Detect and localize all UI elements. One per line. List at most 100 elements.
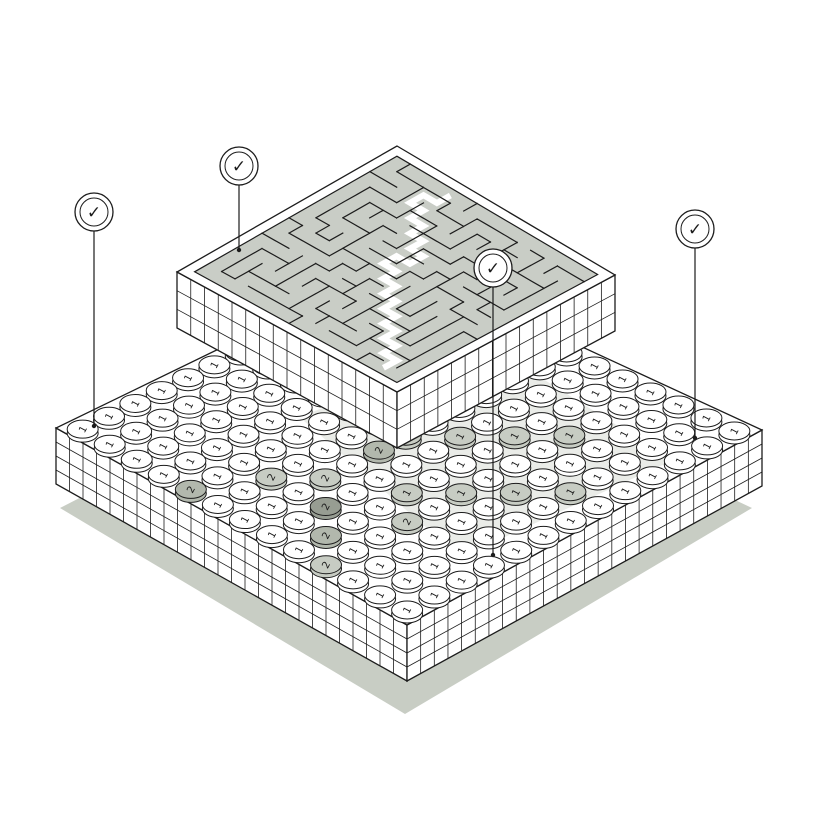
coin-label: 1 [508, 403, 521, 414]
coin: 1 [308, 412, 341, 436]
coin-face [363, 497, 396, 517]
coin-face [471, 412, 504, 432]
coin-label: 1 [293, 516, 306, 527]
coin-label: 1 [510, 459, 523, 470]
coin-face [445, 512, 478, 532]
coin: 1 [636, 437, 669, 461]
coin-face [499, 454, 532, 474]
coin-face [445, 483, 478, 503]
coin-label: 1 [319, 445, 332, 456]
coin: 1 [282, 511, 315, 535]
coin-label: 1 [565, 487, 578, 498]
coin: 2 [310, 555, 343, 579]
coin: 1 [255, 496, 288, 520]
coin-label: 1 [511, 516, 524, 527]
coin-label: 2 [402, 517, 415, 528]
coin-face [225, 369, 258, 389]
coin: 1 [472, 526, 505, 550]
coin: 1 [363, 468, 396, 492]
coin: 2 [309, 468, 342, 492]
coin: 1 [527, 496, 560, 520]
coin: 1 [418, 555, 451, 579]
coin: 1 [173, 423, 206, 447]
badge-anchor-dot [692, 435, 698, 441]
coin-face [445, 570, 478, 590]
coin-label: 1 [402, 605, 415, 616]
coin-face [255, 496, 288, 516]
coin: 2 [309, 525, 342, 549]
coin-face [444, 454, 477, 474]
coin-face [174, 451, 207, 471]
coin: 1 [608, 424, 641, 448]
coin: 1 [662, 395, 695, 419]
coin: 1 [146, 408, 179, 432]
coin: 1 [201, 494, 234, 518]
coin-label: 2 [185, 484, 198, 495]
coin-face [172, 395, 205, 415]
coin: 1 [93, 406, 126, 430]
coin: 1 [472, 497, 505, 521]
coin-label: 1 [210, 387, 223, 398]
coin: 1 [581, 467, 614, 491]
coin-face [608, 424, 641, 444]
coin-face [145, 381, 178, 401]
coin: 1 [119, 393, 152, 417]
coin-label: 1 [131, 426, 144, 437]
bottom-left-grid-hline [55, 455, 408, 654]
coin-face [336, 511, 369, 531]
coin: 1 [147, 436, 180, 460]
coin: 2 [255, 467, 288, 491]
badge-anchor-dot [490, 552, 496, 558]
coin-face [663, 451, 696, 471]
coin-label: 1 [429, 502, 442, 513]
coin: 1 [337, 570, 370, 594]
coin: 1 [497, 398, 530, 422]
coin-label: 1 [537, 445, 550, 456]
coin-face [391, 541, 424, 561]
coin-label: 1 [209, 360, 222, 371]
coin: 1 [526, 440, 559, 464]
coin-face [280, 398, 313, 418]
coin: 1 [308, 440, 341, 464]
coin-label: 1 [509, 431, 522, 442]
coin-face [120, 421, 153, 441]
coin: 1 [282, 482, 315, 506]
coin-label: 1 [265, 444, 278, 455]
coin-face [282, 482, 315, 502]
coin-face [418, 497, 451, 517]
coin-label: 1 [401, 488, 414, 499]
coin: 1 [120, 449, 153, 473]
coin: 1 [718, 421, 751, 445]
coin-face [551, 370, 584, 390]
coin: 1 [201, 466, 234, 490]
coin-label: 1 [619, 429, 632, 440]
coin: 1 [282, 453, 315, 477]
coin: 1 [500, 540, 533, 564]
coin-face [201, 466, 234, 486]
coin: 1 [172, 368, 205, 392]
coin-label: 2 [320, 502, 333, 513]
coin-face [310, 555, 343, 575]
coin-label: 1 [456, 488, 469, 499]
coin-face [607, 396, 640, 416]
coin-label: 1 [591, 416, 604, 427]
coin: 1 [553, 453, 586, 477]
coin-label: 1 [211, 415, 224, 426]
coin: 1 [364, 526, 397, 550]
coin: 1 [172, 395, 205, 419]
coin: 1 [607, 396, 640, 420]
coin-face [497, 398, 530, 418]
coin: 1 [418, 526, 451, 550]
coin-face [472, 526, 505, 546]
coin-label: 1 [375, 590, 388, 601]
coin-face [500, 511, 533, 531]
coin-face [173, 423, 206, 443]
coin-label: 1 [183, 373, 196, 384]
coin-label: 1 [456, 517, 469, 528]
coin-face [199, 382, 232, 402]
coin-label: 1 [647, 471, 660, 482]
coin-face [227, 424, 260, 444]
coin-face [552, 397, 585, 417]
coin-label: 1 [482, 417, 495, 428]
